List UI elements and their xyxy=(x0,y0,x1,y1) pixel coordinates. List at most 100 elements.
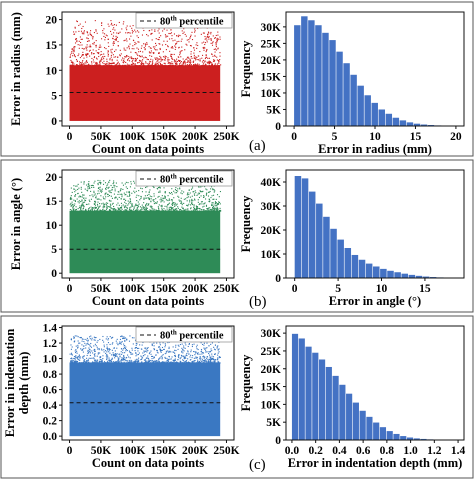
scatter-point xyxy=(103,47,106,49)
scatter-point xyxy=(143,350,145,352)
scatter-point xyxy=(121,348,123,350)
scatter-point xyxy=(150,58,152,60)
scatter-point xyxy=(85,209,87,211)
scatter-point xyxy=(106,361,108,363)
scatter-point xyxy=(216,63,219,65)
scatter-point xyxy=(95,195,97,197)
scatter-point xyxy=(76,40,78,42)
scatter-point xyxy=(71,358,73,360)
scatter-point xyxy=(203,362,205,364)
scatter-point xyxy=(169,33,171,35)
scatter-point xyxy=(152,61,154,63)
scatter-point xyxy=(198,210,200,212)
scatter-point xyxy=(170,29,172,31)
scatter-point xyxy=(114,190,116,192)
scatter-point xyxy=(132,63,134,65)
scatter-point xyxy=(138,55,140,57)
scatter-point xyxy=(163,65,165,67)
scatter-point xyxy=(94,362,96,364)
scatter-point xyxy=(83,355,85,357)
scatter-point xyxy=(108,348,110,350)
depth-histogram-chart: 0.0 0.2 0.4 0.6 0.8 1.0 1.2 1.405K10K15K20K25K3… xyxy=(239,325,466,470)
y-axis-label: Frequency xyxy=(239,40,253,97)
scatter-point xyxy=(87,352,89,355)
scatter-point xyxy=(123,343,125,345)
scatter-point xyxy=(92,206,94,209)
scatter-point xyxy=(170,206,172,208)
scatter-point xyxy=(204,186,206,188)
scatter-point xyxy=(71,361,74,363)
scatter-point xyxy=(82,357,84,359)
scatter-point xyxy=(183,202,185,204)
scatter-point xyxy=(147,65,149,67)
scatter-point xyxy=(135,361,137,363)
scatter-point xyxy=(191,361,193,363)
scatter-point xyxy=(119,64,121,66)
scatter-point xyxy=(87,360,89,362)
scatter-point xyxy=(115,355,117,357)
scatter-point xyxy=(86,357,88,359)
scatter-point xyxy=(95,29,97,31)
scatter-point xyxy=(214,360,216,362)
scatter-point xyxy=(164,210,166,212)
scatter-point xyxy=(91,61,93,63)
scatter-point xyxy=(97,201,99,203)
scatter-point xyxy=(180,40,182,42)
scatter-point xyxy=(183,31,185,33)
scatter-point xyxy=(167,195,169,197)
scatter-point xyxy=(143,351,145,353)
scatter-point xyxy=(87,339,89,341)
scatter-point xyxy=(164,192,166,194)
scatter-point xyxy=(214,55,216,57)
scatter-point xyxy=(79,195,81,197)
scatter-point xyxy=(181,65,183,67)
scatter-point xyxy=(122,204,124,206)
scatter-point xyxy=(149,189,151,191)
scatter-point xyxy=(167,350,169,352)
scatter-point xyxy=(126,339,128,341)
scatter-point xyxy=(116,353,118,355)
scatter-point xyxy=(74,358,76,360)
scatter-point xyxy=(160,64,162,66)
scatter-point xyxy=(131,353,133,355)
scatter-point xyxy=(198,63,200,65)
scatter-point xyxy=(189,64,191,66)
scatter-point xyxy=(80,348,82,350)
scatter-point xyxy=(134,65,136,67)
scatter-point xyxy=(71,354,73,356)
scatter-point xyxy=(95,201,97,203)
scatter-point xyxy=(117,357,119,359)
histogram-bar xyxy=(316,203,323,278)
scatter-point xyxy=(174,65,176,67)
scatter-point xyxy=(181,343,183,345)
scatter-point xyxy=(210,38,212,40)
scatter-point xyxy=(93,43,95,45)
scatter-point xyxy=(120,210,122,212)
scatter-point xyxy=(87,343,89,345)
scatter-point xyxy=(156,210,158,212)
scatter-point xyxy=(219,38,221,40)
scatter-point xyxy=(121,362,123,364)
scatter-point xyxy=(217,59,219,62)
scatter-point xyxy=(111,343,113,345)
x-tick-label: 10 xyxy=(376,283,388,295)
scatter-point xyxy=(147,210,149,212)
scatter-point xyxy=(176,41,178,43)
scatter-point xyxy=(106,346,108,348)
scatter-point xyxy=(189,58,191,60)
scatter-point xyxy=(86,361,88,363)
scatter-point xyxy=(92,38,94,40)
scatter-point xyxy=(115,197,117,199)
scatter-point xyxy=(218,357,220,359)
scatter-point xyxy=(78,40,80,42)
scatter-point xyxy=(93,64,96,66)
scatter-point xyxy=(204,361,206,363)
scatter-point xyxy=(209,209,211,211)
scatter-point xyxy=(177,190,179,192)
scatter-point xyxy=(86,184,88,186)
scatter-point xyxy=(81,32,83,34)
scatter-point xyxy=(111,33,113,35)
scatter-point xyxy=(163,59,166,61)
scatter-point xyxy=(153,349,155,351)
scatter-point xyxy=(99,44,101,46)
